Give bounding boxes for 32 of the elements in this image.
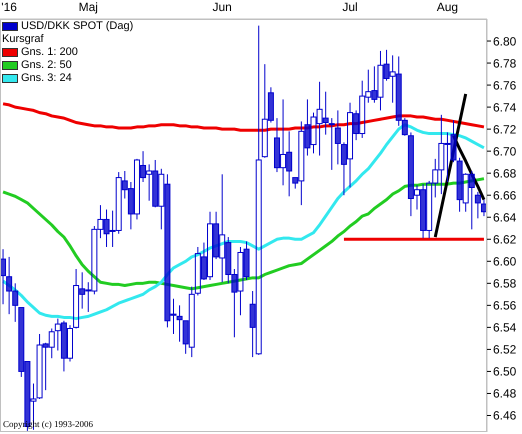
line-series bbox=[2, 123, 486, 320]
x-tick-label: Maj bbox=[78, 0, 98, 14]
y-tick-label: 6.62 bbox=[493, 232, 517, 247]
candlestick bbox=[176, 304, 183, 342]
legend-title: Kursgraf bbox=[2, 33, 45, 46]
y-tick-label: 6.76 bbox=[493, 78, 517, 92]
candlestick bbox=[334, 110, 341, 165]
y-tick-label: 6.66 bbox=[493, 188, 517, 202]
y-tick-label: 6.72 bbox=[493, 122, 517, 136]
y-tick-label: 6.70 bbox=[493, 144, 517, 158]
legend-label: Gns. 2: 50 bbox=[21, 59, 72, 72]
legend-label: USD/DKK SPOT (Dag) bbox=[21, 20, 134, 33]
y-tick-label: 6.52 bbox=[493, 342, 517, 357]
x-tick-label: Aug bbox=[436, 0, 458, 14]
y-tick-label: 6.78 bbox=[493, 56, 517, 70]
y-tick-label: 6.48 bbox=[493, 386, 517, 401]
candlestick bbox=[328, 118, 335, 170]
y-tick-label: 6.64 bbox=[493, 210, 517, 224]
x-tick-label: Jun bbox=[212, 0, 232, 14]
legend-label: Gns. 1: 200 bbox=[21, 46, 78, 59]
y-tick-label: 6.46 bbox=[493, 408, 517, 423]
y-tick-label: 6.58 bbox=[493, 276, 517, 291]
x-tick-label: '16 bbox=[1, 0, 18, 14]
legend-label: Gns. 3: 24 bbox=[21, 72, 72, 85]
y-tick-label: 6.56 bbox=[493, 298, 517, 313]
x-tick-label: Jul bbox=[342, 0, 358, 14]
y-tick-label: 6.60 bbox=[493, 254, 517, 269]
y-tick-label: 6.54 bbox=[493, 320, 517, 335]
y-tick-label: 6.74 bbox=[493, 100, 517, 114]
y-tick-label: 6.68 bbox=[493, 166, 517, 180]
y-tick-label: 6.80 bbox=[493, 34, 517, 48]
y-tick-label: 6.50 bbox=[493, 364, 517, 379]
